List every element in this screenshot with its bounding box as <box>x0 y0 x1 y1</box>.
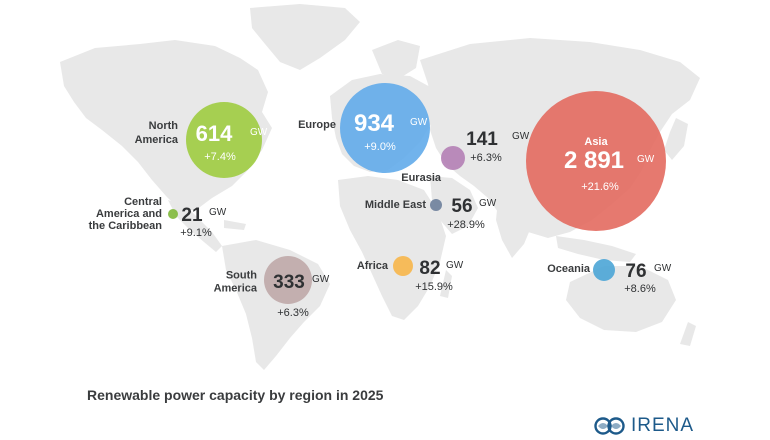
region-north-america: 614 GW +7.4% <box>186 102 268 178</box>
central-america-growth: +9.1% <box>180 227 212 239</box>
chart-caption: Renewable power capacity by region in 20… <box>87 387 384 403</box>
eurasia-bubble <box>441 146 465 170</box>
asia-unit: GW <box>637 154 655 165</box>
middle-east-growth: +28.9% <box>447 219 485 231</box>
south-america-unit: GW <box>312 274 330 285</box>
land-madagascar <box>440 270 452 298</box>
asia-value: 2 891 <box>564 147 624 174</box>
europe-growth: +9.0% <box>364 141 396 153</box>
north-america-label-line: North <box>149 120 179 132</box>
oceania-label-line: Oceania <box>547 263 591 275</box>
land-central-america <box>168 200 222 252</box>
africa-label-line: Africa <box>357 260 389 272</box>
oceania-unit: GW <box>654 263 672 274</box>
land-scandinavia <box>372 40 420 78</box>
north-america-label-line: America <box>135 134 179 146</box>
region-central-america: 21 GW +9.1% <box>168 205 227 239</box>
oceania-bubble <box>593 259 615 281</box>
middle-east-label-line: Middle East <box>365 199 426 211</box>
land-new-zealand <box>680 322 696 346</box>
region-bubbles: 614 GW +7.4% 934 GW +9.0% 141 GW +6.3% 2 891 GW +21… <box>168 83 672 319</box>
europe-unit: GW <box>410 117 428 128</box>
north-america-growth: +7.4% <box>204 151 236 163</box>
central-america-value: 21 <box>181 205 203 226</box>
region-middle-east: 56 GW +28.9% <box>430 196 497 231</box>
north-america-bubble <box>186 102 262 178</box>
africa-label: Africa <box>357 260 389 272</box>
north-america-value: 614 <box>196 121 233 146</box>
central-america-bubble <box>168 209 178 219</box>
south-america-value: 333 <box>273 272 305 293</box>
eurasia-growth: +6.3% <box>470 152 502 164</box>
oceania-value: 76 <box>625 261 646 282</box>
asia-bubble <box>526 91 666 231</box>
africa-value: 82 <box>419 258 440 279</box>
south-america-growth: +6.3% <box>277 307 309 319</box>
land-masses <box>60 4 700 370</box>
middle-east-label: Middle East <box>365 199 426 211</box>
land-africa <box>338 176 446 320</box>
middle-east-value: 56 <box>451 196 472 217</box>
south-america-label-line: South <box>226 270 257 282</box>
land-australia <box>566 266 676 332</box>
irena-logo-icon <box>594 417 625 435</box>
africa-bubble <box>393 256 413 276</box>
eurasia-label-line: Eurasia <box>401 172 442 184</box>
africa-unit: GW <box>446 260 464 271</box>
central-america-label-line: America and <box>96 208 162 220</box>
south-america-label: South America <box>214 270 258 295</box>
central-america-label-line: the Caribbean <box>89 220 163 232</box>
central-america-label: Central America and the Caribbean <box>89 196 163 232</box>
europe-label-line: Europe <box>298 119 336 131</box>
region-africa: 82 GW +15.9% <box>393 256 464 293</box>
region-europe: 934 GW +9.0% <box>340 83 430 173</box>
asia-label: Asia <box>584 136 608 148</box>
region-eurasia: 141 GW +6.3% <box>441 129 530 170</box>
irena-logo-text: IRENA <box>631 415 695 436</box>
land-southeast-asia <box>556 236 636 262</box>
south-america-label-line: America <box>214 283 258 295</box>
eurasia-unit: GW <box>512 131 530 142</box>
europe-value: 934 <box>354 110 395 137</box>
eurasia-label: Eurasia <box>401 172 442 184</box>
europe-bubble <box>340 83 430 173</box>
middle-east-bubble <box>430 199 442 211</box>
asia-growth: +21.6% <box>581 181 619 193</box>
oceania-label: Oceania <box>547 263 591 275</box>
europe-label: Europe <box>298 119 336 131</box>
region-south-america: 333 GW +6.3% <box>264 256 330 319</box>
middle-east-unit: GW <box>479 198 497 209</box>
africa-growth: +15.9% <box>415 281 453 293</box>
eurasia-value: 141 <box>466 129 498 150</box>
north-america-label: North America <box>135 120 179 146</box>
land-india <box>496 200 534 258</box>
land-middle-east <box>430 176 478 234</box>
central-america-label-line: Central <box>124 196 162 208</box>
north-america-unit: GW <box>250 127 268 138</box>
south-america-bubble <box>264 256 312 304</box>
irena-logo: IRENA <box>594 414 694 438</box>
asia-label-line: Asia <box>584 136 608 148</box>
land-japan <box>664 118 688 160</box>
land-greenland <box>250 4 360 70</box>
land-caribbean <box>224 220 246 230</box>
central-america-unit: GW <box>209 207 227 218</box>
oceania-growth: +8.6% <box>624 283 656 295</box>
region-asia: 2 891 GW +21.6% <box>526 91 666 231</box>
region-oceania: 76 GW +8.6% <box>593 259 672 295</box>
